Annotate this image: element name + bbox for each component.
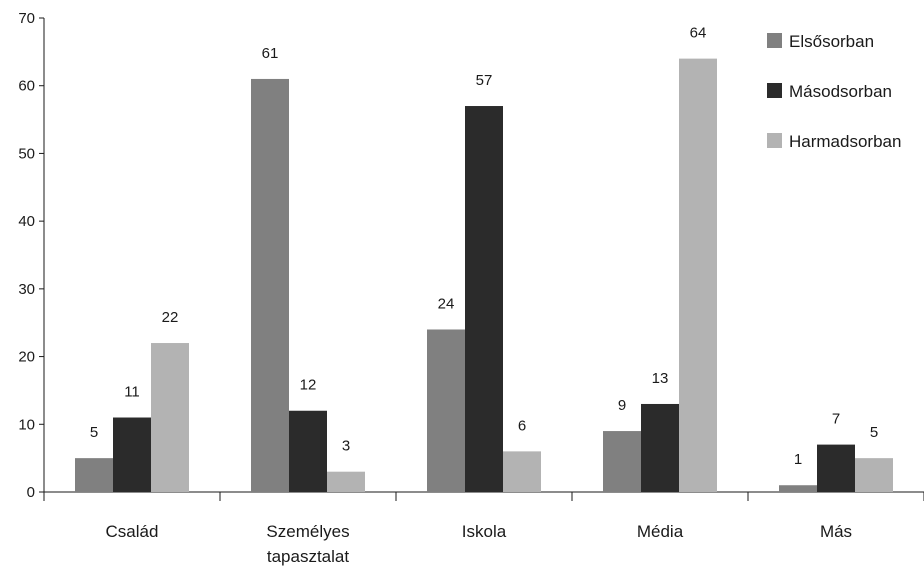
bar [603, 431, 641, 492]
axes: 0 10 20 30 40 50 60 70 Család Személyes tapasztala… [18, 10, 924, 566]
category-label: Személyes tapasztalat [266, 522, 349, 566]
y-tick-label: 30 [18, 281, 35, 298]
legend-swatch [767, 33, 782, 48]
y-tick-label: 60 [18, 78, 35, 95]
y-tick-label: 50 [18, 145, 35, 162]
category-label-line: Iskola [462, 522, 507, 541]
data-label: 7 [832, 411, 840, 428]
bar [503, 451, 541, 492]
bar [855, 458, 893, 492]
category-label-line: tapasztalat [267, 547, 349, 566]
bar [427, 329, 465, 492]
data-label: 24 [438, 295, 455, 312]
bar [113, 417, 151, 492]
category-label: Más [820, 522, 852, 541]
data-label: 64 [690, 25, 707, 42]
category-label: Család [106, 522, 159, 541]
data-label: 9 [618, 397, 626, 414]
legend-label: Harmadsorban [789, 132, 901, 151]
bar [817, 444, 855, 492]
y-tick-label: 70 [18, 10, 35, 27]
data-label: 5 [90, 424, 98, 441]
legend-swatch [767, 83, 782, 98]
category-label-line: Média [637, 522, 684, 541]
category-label-line: Más [820, 522, 852, 541]
data-label: 22 [162, 309, 179, 326]
bar [289, 410, 327, 492]
data-label: 13 [652, 370, 669, 387]
data-label: 5 [870, 424, 878, 441]
data-labels: 5 11 22 61 12 3 24 57 6 9 13 64 1 7 5 [90, 25, 878, 469]
legend: Elsősorban Másodsorban Harmadsorban [767, 32, 901, 151]
bar [327, 471, 365, 492]
bar [151, 343, 189, 492]
data-label: 57 [476, 72, 493, 89]
y-tick-label: 40 [18, 213, 35, 230]
bars [75, 58, 893, 493]
y-tick-label: 0 [27, 484, 35, 501]
bar [465, 106, 503, 493]
data-label: 61 [262, 45, 279, 62]
data-label: 6 [518, 417, 526, 434]
data-label: 11 [124, 384, 140, 401]
data-label: 12 [300, 377, 317, 394]
category-label: Iskola [462, 522, 507, 541]
category-label: Média [637, 522, 684, 541]
legend-label: Másodsorban [789, 82, 892, 101]
bar [779, 485, 817, 492]
data-label: 3 [342, 438, 350, 455]
category-label-line: Személyes [266, 522, 349, 541]
y-tick-label: 20 [18, 349, 35, 366]
bar [679, 58, 717, 492]
bar [251, 78, 289, 492]
legend-swatch [767, 133, 782, 148]
y-tick-label: 10 [18, 416, 35, 433]
bar [641, 403, 679, 492]
legend-label: Elsősorban [789, 32, 874, 51]
category-label-line: Család [106, 522, 159, 541]
data-label: 1 [794, 451, 802, 468]
bar [75, 458, 113, 492]
